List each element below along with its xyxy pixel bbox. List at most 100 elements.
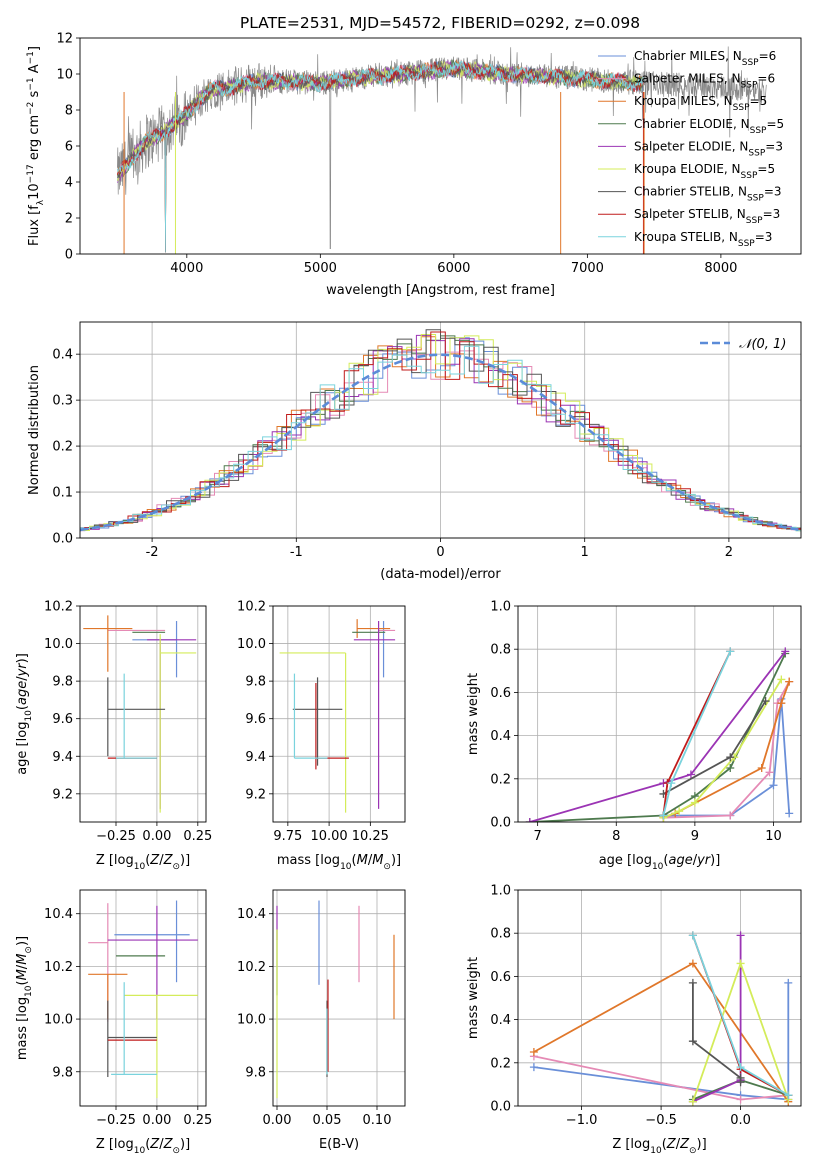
weight-point-marker: [784, 978, 793, 987]
y-tick-label: 0: [65, 248, 73, 263]
weight-plot: [525, 647, 794, 822]
weight-point-marker: [688, 931, 697, 940]
histogram-plot: [80, 329, 801, 533]
y-tick-label: 10.0: [44, 637, 73, 652]
x-tick-label: −1.0: [566, 1113, 598, 1128]
y-tick-label: 10.0: [44, 1013, 73, 1028]
weight-point-marker: [785, 809, 794, 818]
x-axis-label: Z [log10(Z/Z⊙)]: [96, 853, 190, 872]
weight-point-marker: [529, 1048, 538, 1056]
spectrum-legend: Chabrier MILES, NSSP=6 Salpeter MILES, NS…: [598, 49, 784, 249]
legend-label: Salpeter MILES, NSSP=6: [634, 72, 775, 91]
weight-point-marker: [688, 959, 697, 968]
axes-frame: [272, 605, 406, 823]
axes-weights-vs-Z: −1.0 −0.5 0.0 0.0 0.2 0.4 0.6 0.8 1.0 Z [log10(Z/…: [466, 884, 802, 1156]
y-axis-label: Flux [fλ10−17 erg cm−2 s−1 A−1]: [26, 46, 46, 246]
y-tick-label: 10.2: [44, 960, 73, 975]
y-tick-label: 10.4: [44, 907, 73, 922]
weight-point-marker: [688, 1037, 697, 1046]
axes-residuals: -2 -1 0 1 2 0.0 0.1 0.2 0.3 0.4 𝒩(0, 1) (data-model…: [27, 321, 802, 582]
y-tick-label: 0.8: [490, 927, 511, 942]
legend-label: Kroupa STELIB, NSSP=3: [634, 230, 772, 249]
weight-point-marker: [777, 699, 786, 708]
errorbar-plot: [276, 900, 395, 1099]
x-tick-label: 0.05: [313, 1113, 342, 1128]
y-tick-label: 10: [56, 68, 73, 83]
weight-series-line: [529, 650, 787, 822]
weight-point-marker: [765, 768, 774, 777]
y-tick-label: 0.2: [490, 1056, 511, 1071]
weight-point-marker: [690, 798, 699, 807]
histogram-step: [80, 329, 801, 532]
y-tick-label: 0.3: [52, 394, 73, 409]
weight-point-marker: [525, 818, 534, 822]
weight-point-marker: [736, 931, 745, 940]
y-tick-label: 2: [65, 212, 73, 227]
x-tick-label: 8000: [704, 261, 737, 276]
weight-point-marker: [736, 959, 745, 968]
x-tick-label: 0.25: [183, 1113, 212, 1128]
x-axis-label: wavelength [Angstrom, rest frame]: [326, 283, 555, 298]
x-tick-label: 8: [612, 829, 620, 844]
y-axis-label: mass weight: [466, 673, 481, 755]
y-tick-label: 10.4: [237, 907, 266, 922]
y-tick-label: 9.8: [52, 675, 73, 690]
legend-label: Chabrier ELODIE, NSSP=5: [634, 117, 784, 136]
y-tick-label: 0.4: [490, 1013, 511, 1028]
y-tick-label: 9.8: [245, 675, 266, 690]
axes-mass-vs-EBV: 0.00 0.05 0.10 9.8 10.0 10.2 10.4 E(B-V): [237, 889, 406, 1152]
x-tick-label: 10.25: [352, 829, 389, 844]
spectrum-model-line: [117, 61, 644, 253]
y-tick-label: 0.8: [490, 643, 511, 658]
legend-label: Kroupa MILES, NSSP=5: [634, 94, 767, 113]
weight-point-marker: [667, 779, 676, 788]
axes-frame: [517, 889, 802, 1107]
x-tick-label: 0.00: [142, 1113, 171, 1128]
y-tick-label: 10.2: [237, 960, 266, 975]
y-tick-label: 0.0: [52, 532, 73, 547]
x-axis-label: (data-model)/error: [380, 567, 501, 582]
x-tick-label: −0.25: [96, 1113, 136, 1128]
y-tick-label: 10.2: [44, 600, 73, 615]
y-tick-label: 9.2: [245, 787, 266, 802]
y-tick-label: 0.6: [490, 970, 511, 985]
weight-point-marker: [726, 647, 735, 656]
y-tick-label: 0.4: [490, 729, 511, 744]
y-tick-label: 0.0: [490, 816, 511, 831]
x-tick-label: −0.25: [96, 829, 136, 844]
spectrum-model-line: [117, 61, 644, 253]
x-tick-label: 6000: [437, 261, 470, 276]
axes-frame: [79, 321, 802, 539]
axes-weights-vs-age: 7 8 9 10 0.0 0.2 0.4 0.6 0.8 1.0 age [log10(age/yr…: [466, 600, 802, 872]
weight-point-marker: [769, 781, 778, 790]
axes-frame: [517, 605, 802, 823]
weight-point-marker: [659, 811, 668, 820]
legend-label: Kroupa ELODIE, NSSP=5: [634, 162, 775, 181]
weight-point-marker: [675, 807, 684, 816]
y-tick-label: 9.4: [245, 750, 266, 765]
x-tick-label: 0.00: [263, 1113, 292, 1128]
errorbar-plot: [279, 619, 396, 813]
x-tick-label: 10.00: [310, 829, 347, 844]
x-tick-label: 9: [691, 829, 699, 844]
axes-age-vs-mass: 9.75 10.00 10.25 9.2 9.4 9.6 9.8 10.0 10.2 mass […: [237, 600, 406, 872]
weight-plot: [529, 931, 793, 1106]
histogram-step: [80, 345, 801, 532]
weight-point-marker: [688, 978, 697, 987]
y-tick-label: 9.6: [52, 712, 73, 727]
x-tick-label: 0.00: [142, 829, 171, 844]
x-tick-label: 0: [436, 545, 444, 560]
figure-title: PLATE=2531, MJD=54572, FIBERID=0292, z=0…: [240, 14, 640, 32]
y-tick-label: 0.6: [490, 686, 511, 701]
x-tick-label: 10: [765, 829, 782, 844]
x-tick-label: 0.10: [363, 1113, 392, 1128]
axes-mass-vs-Z: −0.25 0.00 0.25 9.8 10.0 10.2 10.4 Z [log10(Z/Z…: [15, 889, 212, 1156]
y-tick-label: 0.2: [490, 772, 511, 787]
weight-point-marker: [777, 675, 786, 684]
weight-point-marker: [781, 647, 790, 656]
x-tick-label: -1: [290, 545, 303, 560]
weight-point-marker: [736, 1063, 745, 1072]
y-tick-label: 0.4: [52, 348, 73, 363]
errorbar-plot: [88, 900, 198, 1099]
